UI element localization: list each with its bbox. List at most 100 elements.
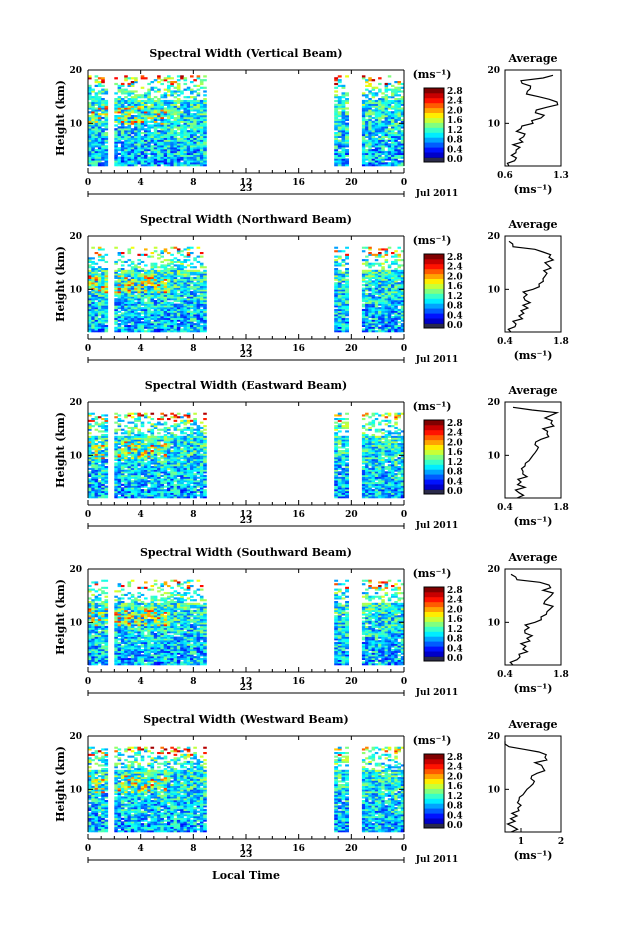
heatmap-cell [200,318,204,320]
heatmap-cell [134,330,138,332]
heatmap-cell [391,145,395,147]
heatmap-cell [190,272,194,274]
heatmap-cell [391,272,395,274]
heatmap-cell [121,83,125,85]
heatmap-cell [157,288,161,290]
heatmap-cell [121,115,125,117]
heatmap-cell [88,98,92,100]
heatmap-cell [154,151,158,153]
heatmap-cell [101,102,105,104]
heatmap-cell [203,327,207,329]
heatmap-cell [203,279,207,281]
heatmap-cell [157,475,161,477]
heatmap-cell [121,100,125,102]
heatmap-cell [157,300,161,302]
heatmap-cell [154,323,158,325]
heatmap-cell [203,113,207,115]
heatmap-cell [174,279,178,281]
heatmap-cell [118,477,122,479]
heatmap-cell [118,293,122,295]
heatmap-cell [365,300,369,302]
heatmap-cell [385,248,389,250]
heatmap-cell [342,119,346,121]
heatmap-cell [184,291,188,293]
heatmap-cell [362,284,366,286]
heatmap-cell [365,151,369,153]
heatmap-cell [105,102,109,104]
heatmap-cell [105,445,109,447]
heatmap-cell [180,104,184,106]
heatmap-cell [157,140,161,142]
heatmap-cell [381,113,385,115]
heatmap-cell [190,81,194,83]
heatmap-cell [334,134,338,136]
heatmap-cell [88,441,92,443]
heatmap-cell [144,288,148,290]
heatmap-cell [342,162,346,164]
heatmap-cell [190,247,194,249]
heatmap-cell [378,136,382,138]
heatmap-cell [128,134,132,136]
heatmap-cell [95,482,99,484]
heatmap-cell [137,416,141,418]
heatmap-cell [398,318,402,320]
heatmap-cell [160,94,164,96]
heatmap-cell [368,123,372,125]
heatmap-cell [184,279,188,281]
heatmap-cell [147,487,151,489]
heatmap-cell [114,270,118,272]
heatmap-cell [388,288,392,290]
heatmap-cell [164,325,168,327]
colorbar-segment [424,303,444,308]
heatmap-cell [131,416,135,418]
heatmap-cell [134,264,138,266]
heatmap-cell [200,155,204,157]
heatmap-cell [365,100,369,102]
heatmap-cell [381,318,385,320]
heatmap-cell [338,293,342,295]
heatmap-cell [193,277,197,279]
heatmap-cell [177,270,181,272]
heatmap-cell [131,268,135,270]
heatmap-cell [134,288,138,290]
heatmap-cell [95,295,99,297]
heatmap-cell [164,155,168,157]
heatmap-cell [157,291,161,293]
heatmap-cell [128,100,132,102]
heatmap-cell [98,441,102,443]
heatmap-cell [372,277,376,279]
heatmap-cell [141,422,145,424]
heatmap-cell [141,261,145,263]
heatmap-cell [394,94,398,96]
heatmap-cell [180,115,184,117]
heatmap-cell [114,261,118,263]
heatmap-cell [187,330,191,332]
heatmap-cell [394,330,398,332]
heatmap-cell [101,162,105,164]
heatmap-cell [137,100,141,102]
heatmap-cell [121,441,125,443]
heatmap-cell [170,134,174,136]
heatmap-cell [180,126,184,128]
heatmap-cell [398,113,402,115]
heatmap-cell [197,270,201,272]
heatmap-cell [134,291,138,293]
heatmap-cell [157,422,161,424]
heatmap-cell [105,89,109,91]
heatmap-cell [114,124,118,126]
heatmap-cell [362,160,366,162]
heatmap-cell [151,104,155,106]
heatmap-cell [342,164,346,166]
heatmap-cell [88,448,92,450]
heatmap-cell [101,304,105,306]
heatmap-cell [378,77,382,79]
heatmap-cell [375,302,379,304]
heatmap-cell [121,330,125,332]
heatmap-cell [388,132,392,134]
heatmap-cell [131,266,135,268]
heatmap-cell [193,117,197,119]
heatmap-cell [372,111,376,113]
heatmap-cell [378,121,382,123]
heatmap-cell [167,104,171,106]
panel-2: Spectral Width (Northward Beam)1020Heigh… [54,213,569,365]
